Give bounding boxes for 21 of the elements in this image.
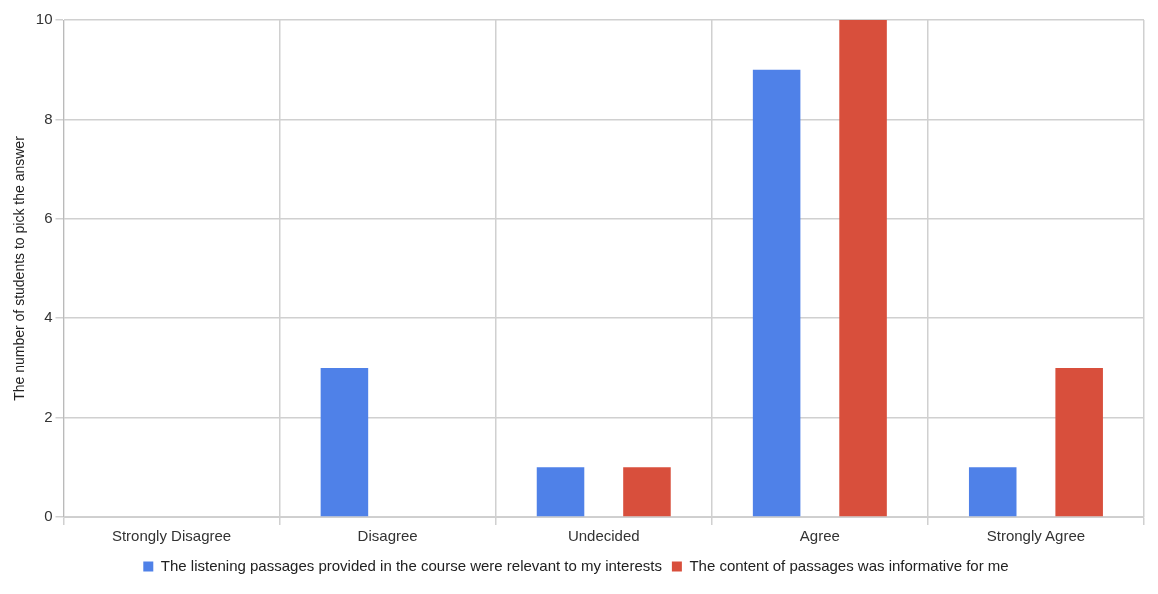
y-tick-label: 2	[44, 407, 53, 425]
y-tick-label: 8	[44, 109, 53, 127]
y-axis-title: The number of students to pick the answer	[11, 135, 28, 401]
x-tick-label: Agree	[799, 527, 840, 545]
y-tick-label: 0	[44, 507, 53, 525]
bar	[968, 467, 1017, 517]
legend-label: The content of passages was informative for me	[689, 556, 1009, 574]
bar	[752, 69, 801, 517]
bar	[536, 467, 585, 517]
bar	[1055, 367, 1103, 517]
x-tick-label: Strongly Agree	[986, 527, 1086, 545]
x-tick-label: Disagree	[357, 527, 418, 545]
y-tick-label: 4	[44, 308, 53, 326]
y-tick-label: 6	[44, 208, 53, 226]
x-tick-label: Undecided	[567, 527, 640, 545]
bar	[320, 367, 369, 517]
y-tick-label: 10	[35, 10, 53, 28]
x-tick-label: Strongly Disagree	[111, 527, 232, 545]
legend-label: The listening passages provided in the course were relevant to my interests	[160, 556, 662, 574]
bar	[839, 20, 887, 517]
bar	[623, 467, 671, 517]
